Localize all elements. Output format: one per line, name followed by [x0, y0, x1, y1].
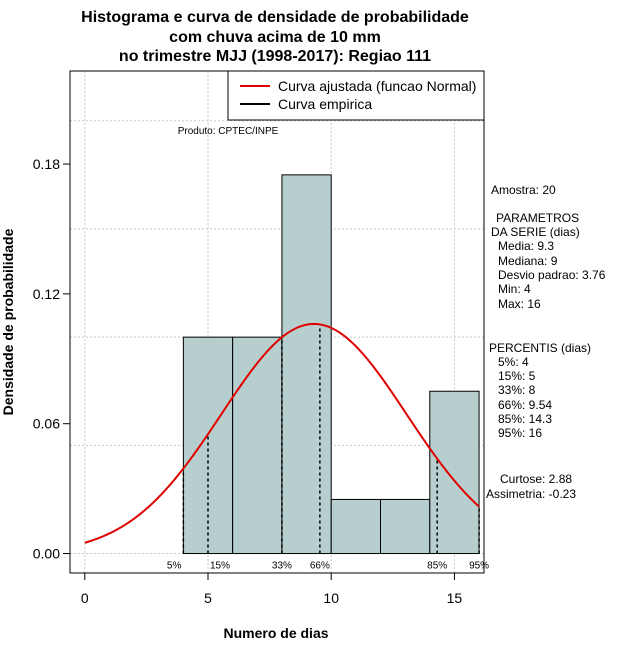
histogram-bar — [232, 336, 283, 555]
param-line: Min: 4 — [498, 282, 531, 296]
chart-title-line-3: no trimestre MJJ (1998-2017): Regiao 111 — [119, 48, 431, 65]
kurtosis: Curtose: 2.88 — [500, 472, 572, 486]
y-tick-label: 0.00 — [33, 546, 60, 562]
percentile-label: 66% — [310, 561, 330, 572]
params-title-1: PARAMETROS — [496, 211, 579, 225]
x-tick-label: 5 — [204, 590, 212, 606]
chart-title-line-1: Histograma e curva de densidade de proba… — [81, 9, 469, 26]
percentil-line: 85%: 14.3 — [498, 412, 552, 426]
skewness: Assimetria: -0.23 — [486, 487, 576, 501]
percentile-label: 15% — [210, 561, 230, 572]
x-axis-title: Numero de dias — [223, 625, 328, 641]
legend-label-empirical: Curva empirica — [278, 96, 372, 112]
percentile-label: 5% — [167, 561, 182, 572]
percentile-lines: 5% 15% 33% 66% 85% 95% — [167, 324, 489, 572]
histogram-bar — [429, 390, 480, 555]
product-annotation: Produto: CPTEC/INPE — [178, 126, 279, 137]
percentil-line: 15%: 5 — [498, 369, 536, 383]
y-axis: 0.00 0.06 0.12 0.18 — [33, 156, 70, 562]
params-title-2: DA SERIE (dias) — [491, 225, 580, 239]
sample-size: Amostra: 20 — [491, 183, 556, 197]
percentis-title: PERCENTIS (dias) — [489, 341, 591, 355]
y-tick-label: 0.18 — [33, 156, 60, 172]
histogram-bar — [380, 498, 431, 555]
side-panel: Amostra: 20 PARAMETROS DA SERIE (dias) M… — [486, 183, 606, 501]
percentil-line: 95%: 16 — [498, 426, 542, 440]
y-axis-title: Densidade de probabilidade — [0, 228, 16, 415]
percentil-line: 33%: 8 — [498, 383, 536, 397]
percentile-label: 33% — [272, 561, 292, 572]
x-tick-label: 0 — [81, 590, 89, 606]
histogram-bar — [330, 498, 382, 555]
legend: Curva ajustada (funcao Normal) Curva emp… — [227, 70, 485, 121]
x-tick-label: 10 — [323, 590, 339, 606]
x-axis: 0 5 10 15 — [81, 572, 463, 606]
legend-box — [227, 70, 485, 121]
param-line: Media: 9.3 — [498, 239, 554, 253]
param-line: Max: 16 — [498, 297, 541, 311]
histogram-bar — [281, 174, 332, 555]
y-tick-label: 0.06 — [33, 416, 60, 432]
percentil-line: 5%: 4 — [498, 355, 529, 369]
param-line: Desvio padrao: 3.76 — [498, 268, 606, 282]
param-line: Mediana: 9 — [498, 254, 558, 268]
percentile-label: 85% — [427, 561, 447, 572]
fitted-normal-curve — [84, 322, 480, 544]
x-tick-label: 15 — [447, 590, 463, 606]
percentile-label: 95% — [469, 561, 489, 572]
legend-label-fitted: Curva ajustada (funcao Normal) — [278, 78, 476, 94]
y-tick-label: 0.12 — [33, 286, 60, 302]
chart-title-line-2: com chuva acima de 10 mm — [169, 29, 381, 46]
percentil-line: 66%: 9.54 — [498, 398, 552, 412]
histogram-bars — [182, 174, 480, 555]
